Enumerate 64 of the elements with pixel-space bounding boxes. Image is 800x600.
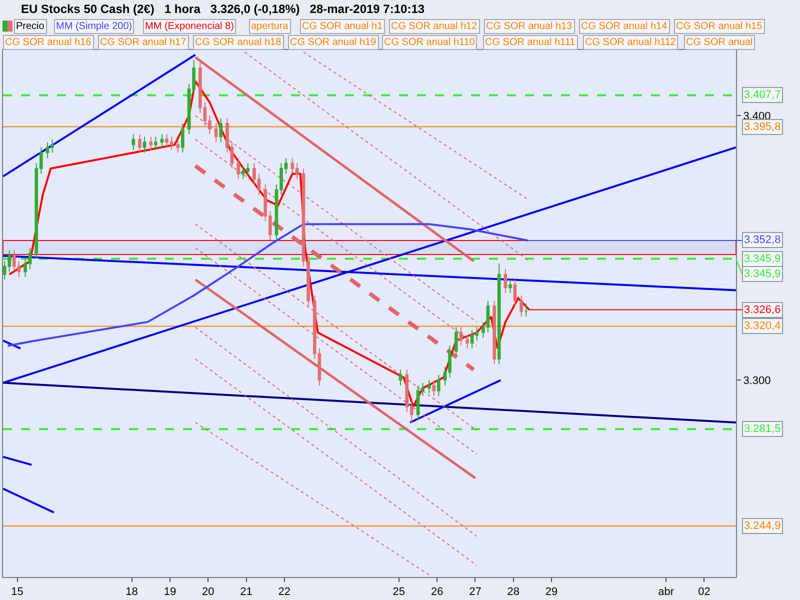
text: CG SOR anual h14: [581, 21, 668, 32]
candlestick: [492, 300, 496, 365]
candlestick: [454, 326, 458, 357]
ref-line-label: 3.320,4: [744, 320, 781, 332]
text: CG SOR anual h111: [485, 37, 576, 48]
candlestick: [176, 138, 180, 154]
candlestick: [524, 302, 528, 318]
candlestick: [181, 123, 184, 154]
x-tick-label: 02: [698, 586, 710, 598]
ref-line-label: 3.407,7: [744, 89, 781, 101]
candlestick: [504, 268, 508, 294]
x-tick-label: 22: [278, 586, 291, 598]
text: MM (Simple 200): [56, 21, 132, 32]
ref-line-label: 3.244,9: [744, 520, 781, 532]
candlestick: [160, 134, 164, 148]
text: CG SOR anual h13: [486, 21, 573, 32]
x-tick-label: 15: [11, 586, 24, 598]
candlestick: [497, 263, 501, 365]
x-tick-label: 27: [469, 586, 482, 598]
annotation: 3.352,8: [744, 234, 781, 246]
candlestick: [138, 134, 142, 154]
x-tick-label: 20: [202, 586, 214, 598]
text: CG SOR anual h15: [676, 21, 763, 32]
candlestick: [427, 380, 431, 394]
candlestick: [219, 118, 222, 143]
x-tick-label: 25: [392, 586, 406, 598]
candlestick: [398, 369, 402, 386]
candlestick: [142, 136, 146, 154]
text: CG SOR anual h1: [302, 21, 384, 32]
candlestick: [432, 380, 436, 397]
x-tick-label: 18: [126, 586, 138, 598]
text: MM (Exponencial 8): [145, 21, 234, 32]
text: CG SOR anual h110: [384, 37, 476, 48]
x-tick-label: 28: [507, 586, 520, 598]
text: CG SOR anual h17: [100, 37, 187, 48]
ref-line-label: 3.281,5: [744, 423, 781, 435]
ref-line-label: 3.345,9: [744, 253, 781, 265]
text: CG SOR anual: [686, 37, 753, 48]
candlestick: [520, 295, 524, 318]
x-tick-label: 29: [545, 586, 558, 598]
x-tick-label: abr: [658, 586, 674, 598]
chart-title: EU Stocks 50 Cash (2€) 1 hora 3.326,0 (-0,18%) 28-mar-2019 7:10:13: [21, 2, 425, 16]
candlestick: [513, 279, 517, 307]
candlestick: [132, 134, 136, 150]
text: CG SOR anual h19: [290, 37, 377, 48]
text: apertura: [251, 21, 289, 32]
candlestick: [149, 136, 153, 150]
ref-line-label: 3.395,8: [744, 121, 781, 133]
text: CG SOR anual h12: [391, 21, 478, 32]
annotation: 3.345,9: [744, 268, 781, 280]
legend-label: Precio: [16, 21, 45, 32]
candlestick: [214, 123, 218, 143]
y-tick-label: 3.300: [743, 375, 771, 388]
candlestick: [154, 136, 158, 150]
candlestick: [437, 374, 440, 397]
x-tick-label: 21: [240, 586, 252, 598]
x-tick-label: 19: [164, 586, 176, 598]
text: CG SOR anual h112: [585, 37, 676, 48]
x-tick-label: 26: [430, 586, 444, 598]
text: CG SOR anual h16: [5, 37, 92, 48]
candlestick: [508, 279, 512, 294]
annotation: 3.326,6: [744, 304, 781, 316]
candlestick: [236, 157, 240, 180]
text: CG SOR anual h18: [195, 37, 282, 48]
